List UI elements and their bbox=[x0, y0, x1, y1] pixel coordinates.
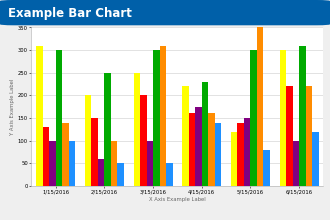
Bar bbox=[215, 123, 221, 186]
Bar bbox=[140, 95, 147, 186]
Bar bbox=[280, 50, 286, 186]
Bar bbox=[208, 114, 215, 186]
Bar bbox=[153, 50, 159, 186]
Bar bbox=[43, 127, 49, 186]
Bar bbox=[62, 123, 69, 186]
Bar bbox=[134, 73, 140, 186]
X-axis label: X Axis Example Label: X Axis Example Label bbox=[149, 197, 206, 202]
Y-axis label: Y Axis Example Label: Y Axis Example Label bbox=[10, 79, 15, 135]
Bar bbox=[299, 46, 306, 186]
Bar bbox=[91, 118, 98, 186]
Bar bbox=[56, 50, 62, 186]
Bar bbox=[98, 159, 104, 186]
Bar bbox=[293, 141, 299, 186]
Bar bbox=[189, 114, 195, 186]
Bar bbox=[147, 141, 153, 186]
Bar bbox=[182, 86, 189, 186]
Bar bbox=[202, 82, 208, 186]
Bar bbox=[104, 73, 111, 186]
Bar bbox=[237, 123, 244, 186]
Bar bbox=[69, 141, 75, 186]
Bar bbox=[159, 46, 166, 186]
Bar bbox=[257, 28, 263, 186]
Bar bbox=[244, 118, 250, 186]
Bar bbox=[111, 141, 117, 186]
Bar bbox=[250, 50, 257, 186]
Bar bbox=[286, 86, 293, 186]
FancyBboxPatch shape bbox=[0, 0, 330, 25]
Text: Example Bar Chart: Example Bar Chart bbox=[8, 7, 132, 20]
Bar bbox=[166, 163, 173, 186]
Bar bbox=[263, 150, 270, 186]
Bar bbox=[306, 86, 312, 186]
Bar bbox=[195, 107, 202, 186]
Bar bbox=[117, 163, 124, 186]
Bar bbox=[85, 95, 91, 186]
Bar bbox=[312, 132, 318, 186]
Bar bbox=[36, 46, 43, 186]
Bar bbox=[231, 132, 237, 186]
Bar bbox=[49, 141, 56, 186]
